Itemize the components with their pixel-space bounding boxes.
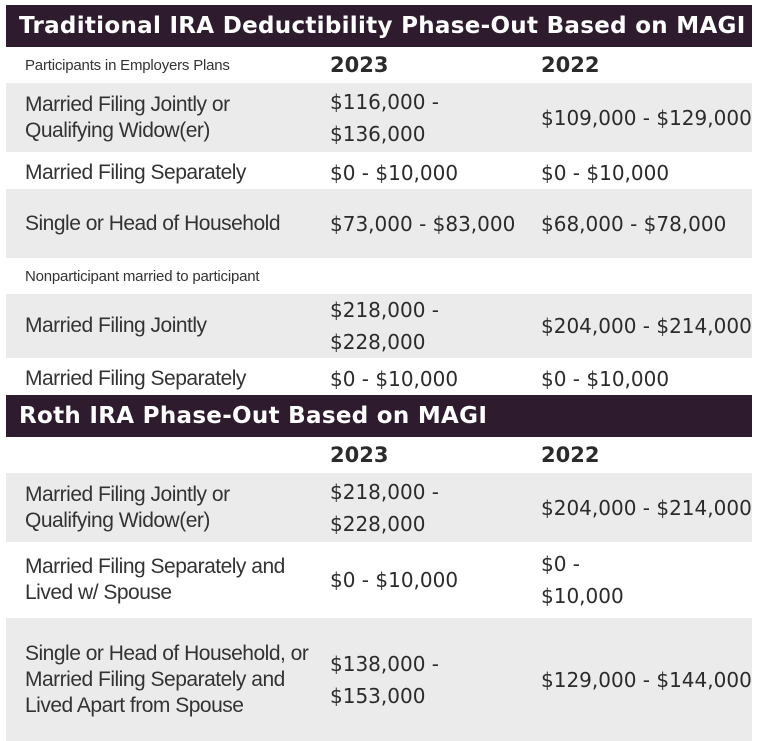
- roth-year-2022-cell: 2022: [522, 443, 752, 467]
- row-label: Married Filing Jointly: [25, 314, 207, 337]
- value-2022: $0 - $10,000: [541, 552, 624, 608]
- participants-label: Participants in Employers Plans: [25, 57, 230, 74]
- value-2022: $109,000 - $129,000: [541, 105, 752, 130]
- year-2022-heading: 2022: [541, 443, 600, 467]
- table-row: Married Filing Jointly $218,000 - $228,0…: [6, 294, 752, 358]
- table-row: Single or Head of Household $73,000 - $8…: [6, 189, 752, 258]
- value-2023: $0 - $10,000: [330, 367, 459, 391]
- row-label: Single or Head of Household, or Married …: [25, 641, 309, 717]
- ira-phaseout-table: Traditional IRA Deductibility Phase-Out …: [6, 0, 752, 741]
- nonparticipant-label-cell: Nonparticipant married to participant: [6, 262, 752, 290]
- traditional-ira-title: Traditional IRA Deductibility Phase-Out …: [19, 13, 746, 39]
- traditional-year-header-row: Participants in Employers Plans 2023 202…: [6, 47, 752, 83]
- roth-year-2023-cell: 2023: [311, 443, 522, 467]
- value-2023: $218,000 - $228,000: [330, 479, 440, 536]
- value-2023: $73,000 - $83,000: [330, 211, 516, 236]
- roth-ira-title: Roth IRA Phase-Out Based on MAGI: [19, 403, 488, 429]
- year-2022-cell: 2022: [522, 53, 752, 77]
- row-label: Married Filing Separately and Lived w/ S…: [25, 555, 285, 604]
- row-label: Married Filing Separately: [25, 161, 246, 184]
- year-2022-heading: 2022: [541, 53, 600, 77]
- value-2023: $116,000 - $136,000: [330, 89, 440, 146]
- value-2023: $138,000 - $153,000: [330, 651, 440, 708]
- year-2023-cell: 2023: [311, 53, 522, 77]
- value-2022: $204,000 - $214,000: [541, 495, 752, 520]
- table-row: Single or Head of Household, or Married …: [6, 618, 752, 741]
- year-2023-heading: 2023: [330, 443, 389, 467]
- table-row: Married Filing Jointly or Qualifying Wid…: [6, 473, 752, 542]
- table-row: Married Filing Separately and Lived w/ S…: [6, 547, 752, 613]
- roth-year-header-row: 2023 2022: [6, 437, 752, 473]
- value-2022: $204,000 - $214,000: [541, 314, 752, 338]
- table-row: Married Filing Separately $0 - $10,000 $…: [6, 157, 752, 189]
- value-2022: $129,000 - $144,000: [541, 667, 752, 692]
- table-row: Married Filing Jointly or Qualifying Wid…: [6, 83, 752, 152]
- roth-ira-header: Roth IRA Phase-Out Based on MAGI: [6, 395, 752, 437]
- value-2023: $0 - $10,000: [330, 161, 459, 185]
- value-2023: $218,000 - $228,000: [330, 298, 440, 354]
- participants-label-cell: Participants in Employers Plans: [6, 51, 311, 79]
- row-label: Single or Head of Household: [25, 211, 281, 235]
- row-label: Married Filing Jointly or Qualifying Wid…: [25, 92, 230, 142]
- traditional-ira-header: Traditional IRA Deductibility Phase-Out …: [6, 5, 752, 47]
- value-2022: $0 - $10,000: [541, 161, 670, 185]
- value-2023: $0 - $10,000: [330, 568, 459, 592]
- value-2022: $68,000 - $78,000: [541, 211, 727, 236]
- row-label: Married Filing Jointly or Qualifying Wid…: [25, 482, 230, 532]
- nonparticipant-subheader-row: Nonparticipant married to participant: [6, 258, 752, 294]
- row-label: Married Filing Separately: [25, 367, 246, 390]
- year-2023-heading: 2023: [330, 53, 389, 77]
- value-2022: $0 - $10,000: [541, 367, 670, 391]
- nonparticipant-label: Nonparticipant married to participant: [25, 268, 260, 285]
- table-row: Married Filing Separately $0 - $10,000 $…: [6, 363, 752, 395]
